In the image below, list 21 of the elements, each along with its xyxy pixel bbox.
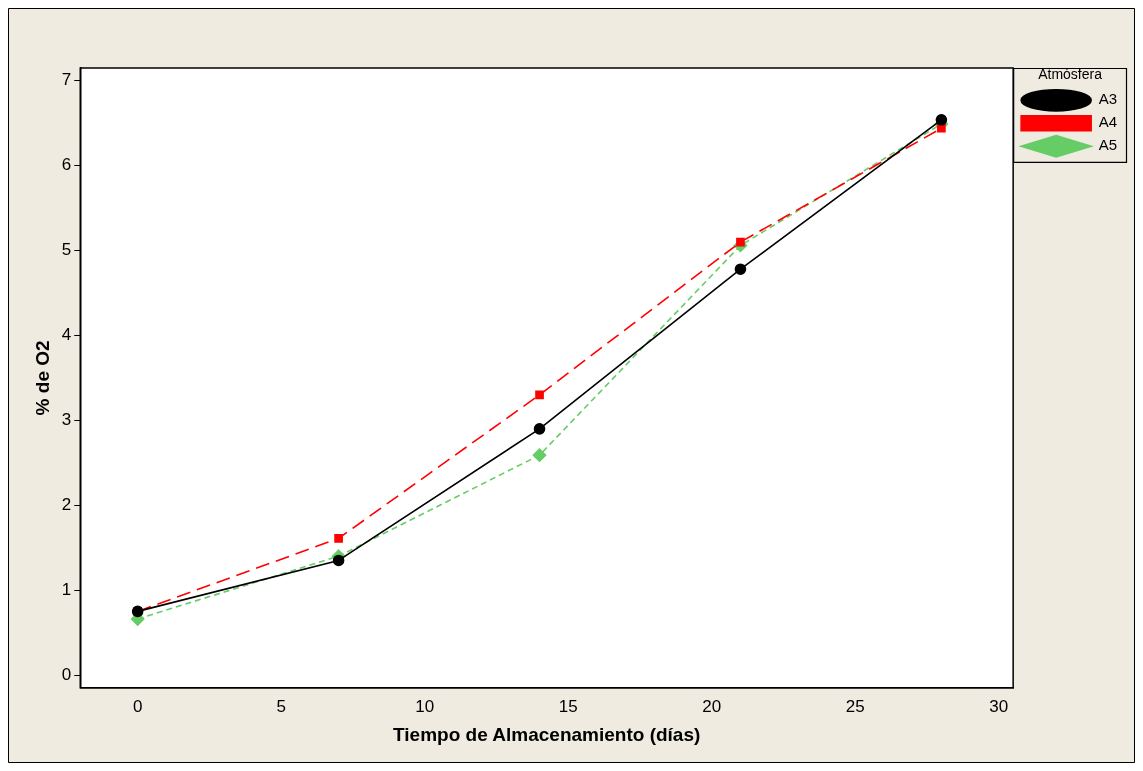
y-tick-label: 4 (61, 325, 72, 345)
x-tick-label: 10 (415, 696, 435, 716)
x-tick-label: 15 (558, 696, 578, 716)
y-tick-label: 2 (61, 494, 72, 514)
x-axis-title: Tiempo de Almacenamiento (días) (393, 723, 701, 745)
legend-title: Atmósfera (1038, 65, 1103, 82)
y-tick-label: 5 (61, 240, 72, 260)
y-tick-label: 0 (61, 664, 72, 684)
y-tick-label: 7 (61, 70, 72, 90)
x-tick-label: 5 (276, 696, 286, 716)
y-tick-label: 3 (61, 410, 72, 430)
y-tick-label: 6 (61, 155, 72, 175)
x-tick-label: 20 (702, 696, 722, 716)
x-tick-label: 30 (989, 696, 1009, 716)
legend-label: A5 (1098, 136, 1118, 154)
x-tick-label: 25 (845, 696, 865, 716)
legend-label: A3 (1098, 90, 1118, 108)
legend-label: A4 (1098, 113, 1118, 131)
y-tick-label: 1 (61, 579, 72, 599)
x-tick-label: 0 (132, 696, 143, 716)
y-axis-title: % de O2 (31, 340, 53, 416)
